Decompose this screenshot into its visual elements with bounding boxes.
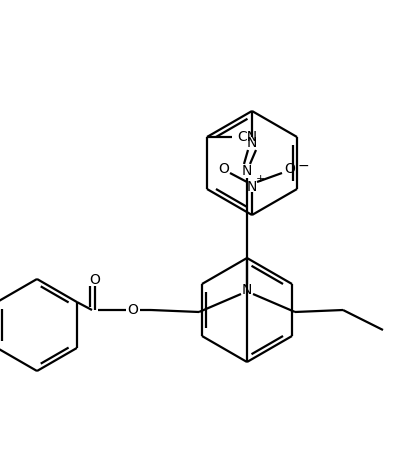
Text: O: O (128, 303, 138, 317)
Text: N: N (242, 283, 252, 297)
Text: N: N (247, 136, 257, 150)
Text: O: O (284, 162, 296, 176)
Text: CN: CN (237, 130, 257, 144)
Text: O: O (89, 273, 100, 287)
Text: O: O (219, 162, 229, 176)
Text: N: N (247, 180, 257, 194)
Text: +: + (255, 174, 265, 184)
Text: −: − (297, 159, 309, 173)
Text: N: N (242, 164, 252, 178)
